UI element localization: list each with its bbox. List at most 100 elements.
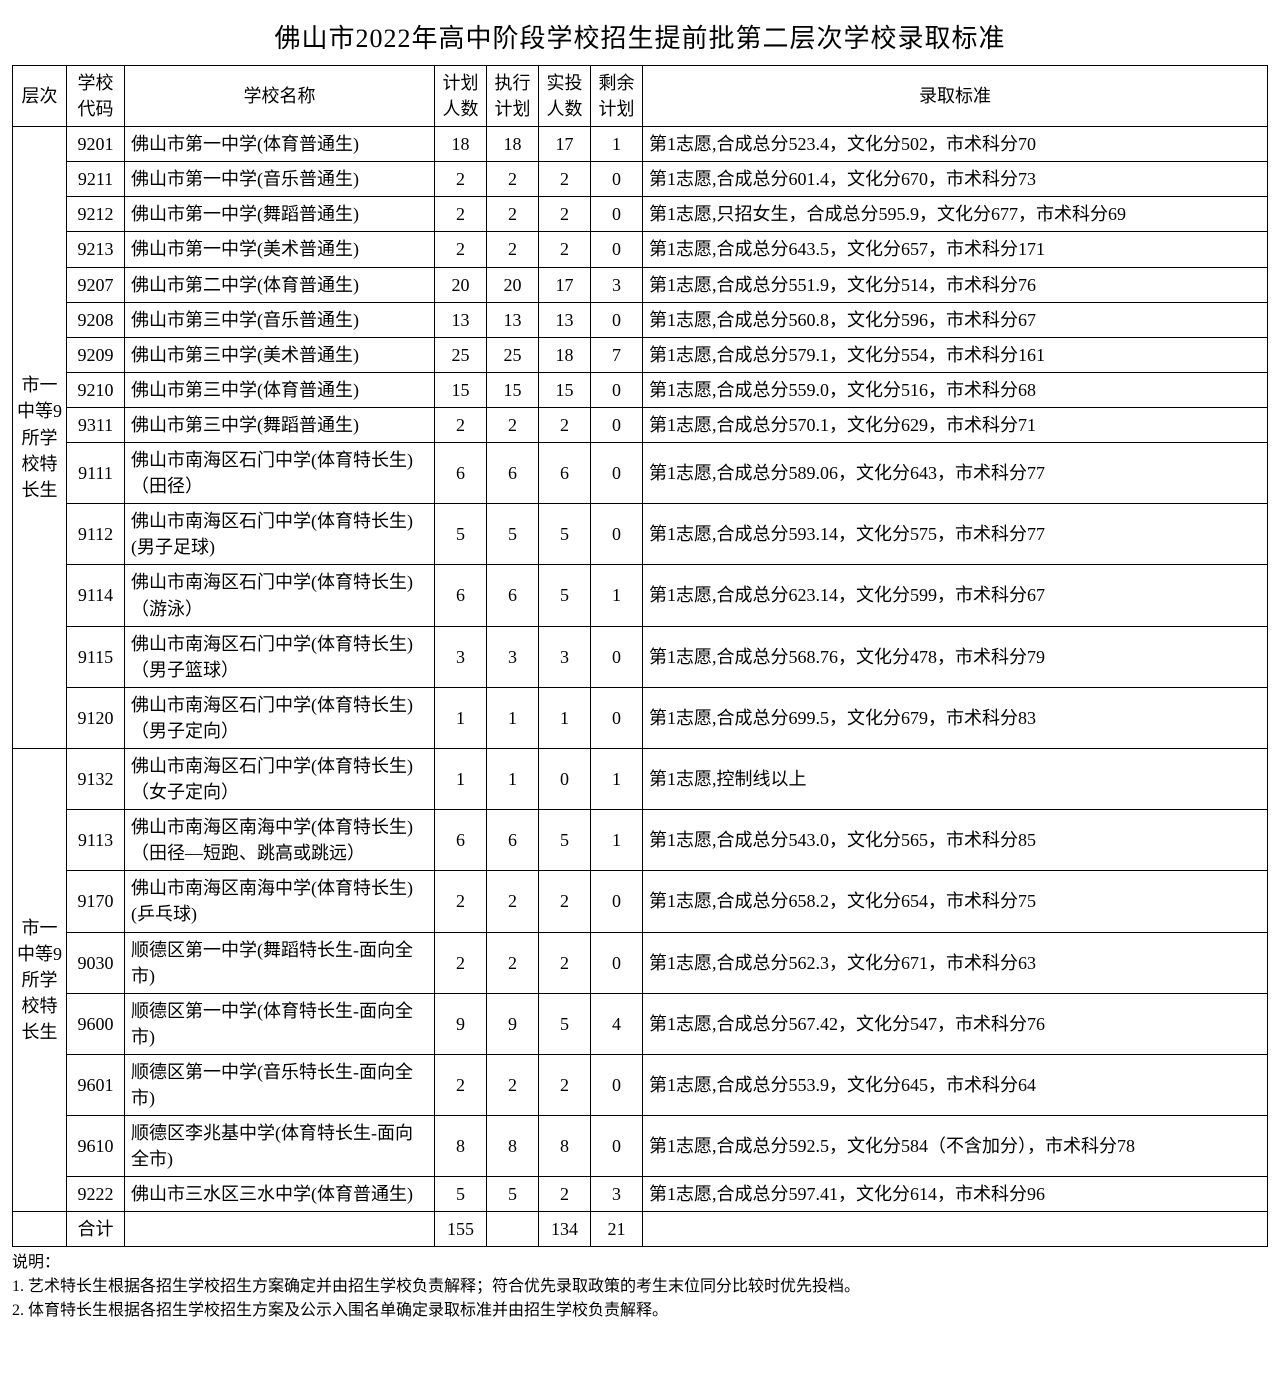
cell-code: 9201 — [67, 127, 125, 162]
cell-std: 第1志愿,合成总分523.4，文化分502，市术科分70 — [643, 127, 1268, 162]
cell-total-plan: 155 — [435, 1212, 487, 1247]
cell-plan: 2 — [435, 1054, 487, 1115]
cell-std: 第1志愿,合成总分570.1，文化分629，市术科分71 — [643, 407, 1268, 442]
col-code: 学校代码 — [67, 66, 125, 127]
cell-plan: 2 — [435, 197, 487, 232]
cell-code: 9170 — [67, 871, 125, 932]
table-row: 9213佛山市第一中学(美术普通生)2220第1志愿,合成总分643.5，文化分… — [13, 232, 1268, 267]
cell-code: 9600 — [67, 993, 125, 1054]
table-row: 9222佛山市三水区三水中学(体育普通生)5523第1志愿,合成总分597.41… — [13, 1177, 1268, 1212]
cell-actual: 2 — [539, 232, 591, 267]
cell-name-blank — [125, 1212, 435, 1247]
cell-code: 9210 — [67, 372, 125, 407]
cell-actual: 2 — [539, 407, 591, 442]
cell-exec: 20 — [487, 267, 539, 302]
cell-exec: 2 — [487, 162, 539, 197]
cell-actual: 5 — [539, 504, 591, 565]
cell-std: 第1志愿,控制线以上 — [643, 748, 1268, 809]
cell-exec: 6 — [487, 443, 539, 504]
notes-heading: 说明： — [12, 1251, 1268, 1275]
cell-actual: 6 — [539, 443, 591, 504]
cell-std: 第1志愿,合成总分592.5，文化分584（不含加分），市术科分78 — [643, 1116, 1268, 1177]
cell-code: 9213 — [67, 232, 125, 267]
cell-remain: 0 — [591, 232, 643, 267]
cell-code: 9113 — [67, 810, 125, 871]
cell-actual: 5 — [539, 993, 591, 1054]
table-row: 9120佛山市南海区石门中学(体育特长生)（男子定向）1110第1志愿,合成总分… — [13, 687, 1268, 748]
cell-name: 佛山市南海区石门中学(体育特长生)（游泳） — [125, 565, 435, 626]
cell-std: 第1志愿,合成总分601.4，文化分670，市术科分73 — [643, 162, 1268, 197]
cell-plan: 25 — [435, 337, 487, 372]
cell-exec: 2 — [487, 197, 539, 232]
cell-exec: 3 — [487, 626, 539, 687]
cell-plan: 6 — [435, 443, 487, 504]
cell-name: 佛山市南海区石门中学(体育特长生)（女子定向） — [125, 748, 435, 809]
cell-plan: 2 — [435, 932, 487, 993]
table-row: 9111佛山市南海区石门中学(体育特长生)（田径）6660第1志愿,合成总分58… — [13, 443, 1268, 504]
cell-actual: 1 — [539, 687, 591, 748]
level-cell: 市一中等9所学校特长生 — [13, 748, 67, 1211]
cell-code: 9212 — [67, 197, 125, 232]
cell-actual: 2 — [539, 1177, 591, 1212]
cell-exec: 2 — [487, 232, 539, 267]
cell-std: 第1志愿,合成总分589.06，文化分643，市术科分77 — [643, 443, 1268, 504]
cell-plan: 1 — [435, 748, 487, 809]
cell-remain: 4 — [591, 993, 643, 1054]
table-row: 9209佛山市第三中学(美术普通生)2525187第1志愿,合成总分579.1，… — [13, 337, 1268, 372]
cell-remain: 0 — [591, 162, 643, 197]
cell-plan: 13 — [435, 302, 487, 337]
cell-remain: 0 — [591, 372, 643, 407]
cell-remain: 7 — [591, 337, 643, 372]
cell-remain: 0 — [591, 871, 643, 932]
cell-std: 第1志愿,合成总分658.2，文化分654，市术科分75 — [643, 871, 1268, 932]
table-row: 9113佛山市南海区南海中学(体育特长生)（田径—短跑、跳高或跳远）6651第1… — [13, 810, 1268, 871]
cell-actual: 3 — [539, 626, 591, 687]
col-remain: 剩余计划 — [591, 66, 643, 127]
cell-exec: 25 — [487, 337, 539, 372]
cell-std: 第1志愿,合成总分623.14，文化分599，市术科分67 — [643, 565, 1268, 626]
cell-remain: 0 — [591, 626, 643, 687]
admission-table: 层次 学校代码 学校名称 计划人数 执行计划 实投人数 剩余计划 录取标准 市一… — [12, 65, 1268, 1247]
cell-code: 9222 — [67, 1177, 125, 1212]
cell-remain: 0 — [591, 407, 643, 442]
col-level: 层次 — [13, 66, 67, 127]
cell-level-blank — [13, 1212, 67, 1247]
cell-exec: 13 — [487, 302, 539, 337]
cell-code: 9112 — [67, 504, 125, 565]
table-row: 9311佛山市第三中学(舞蹈普通生)2220第1志愿,合成总分570.1，文化分… — [13, 407, 1268, 442]
cell-plan: 2 — [435, 871, 487, 932]
cell-std: 第1志愿,合成总分553.9，文化分645，市术科分64 — [643, 1054, 1268, 1115]
cell-code: 9115 — [67, 626, 125, 687]
cell-name: 佛山市南海区南海中学(体育特长生)（田径—短跑、跳高或跳远） — [125, 810, 435, 871]
cell-std: 第1志愿,合成总分551.9，文化分514，市术科分76 — [643, 267, 1268, 302]
cell-std: 第1志愿,合成总分567.42，文化分547，市术科分76 — [643, 993, 1268, 1054]
cell-actual: 2 — [539, 871, 591, 932]
cell-std: 第1志愿,合成总分593.14，文化分575，市术科分77 — [643, 504, 1268, 565]
cell-plan: 8 — [435, 1116, 487, 1177]
cell-remain: 1 — [591, 565, 643, 626]
col-exec: 执行计划 — [487, 66, 539, 127]
cell-exec: 2 — [487, 932, 539, 993]
cell-exec: 9 — [487, 993, 539, 1054]
note-2: 2. 体育特长生根据各招生学校招生方案及公示入围名单确定录取标准并由招生学校负责… — [12, 1299, 1268, 1323]
table-row: 9600顺德区第一中学(体育特长生-面向全市)9954第1志愿,合成总分567.… — [13, 993, 1268, 1054]
cell-exec: 18 — [487, 127, 539, 162]
cell-code: 9311 — [67, 407, 125, 442]
table-row: 9112佛山市南海区石门中学(体育特长生)(男子足球)5550第1志愿,合成总分… — [13, 504, 1268, 565]
cell-total-actual: 134 — [539, 1212, 591, 1247]
cell-code: 9601 — [67, 1054, 125, 1115]
cell-actual: 8 — [539, 1116, 591, 1177]
cell-total-exec — [487, 1212, 539, 1247]
cell-std: 第1志愿,合成总分597.41，文化分614，市术科分96 — [643, 1177, 1268, 1212]
cell-actual: 18 — [539, 337, 591, 372]
cell-remain: 0 — [591, 504, 643, 565]
cell-code: 9114 — [67, 565, 125, 626]
cell-actual: 5 — [539, 565, 591, 626]
cell-plan: 3 — [435, 626, 487, 687]
cell-name: 顺德区李兆基中学(体育特长生-面向全市) — [125, 1116, 435, 1177]
cell-exec: 5 — [487, 1177, 539, 1212]
table-row: 9207佛山市第二中学(体育普通生)2020173第1志愿,合成总分551.9，… — [13, 267, 1268, 302]
cell-name: 佛山市南海区石门中学(体育特长生)（男子篮球） — [125, 626, 435, 687]
cell-code: 9610 — [67, 1116, 125, 1177]
cell-exec: 2 — [487, 871, 539, 932]
